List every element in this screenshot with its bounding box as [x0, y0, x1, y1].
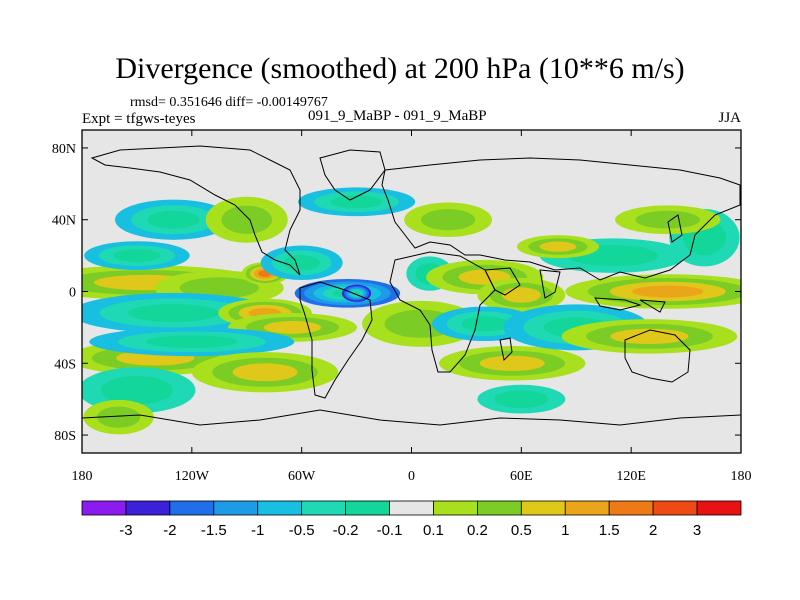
colorbar-swatch — [476, 500, 522, 516]
colorbar-swatch — [125, 500, 171, 516]
divergence-cell — [615, 205, 721, 235]
divergence-cell — [205, 196, 288, 243]
contour-level — [179, 277, 259, 299]
x-tick-label: 120E — [616, 469, 646, 484]
colorbar-label: 1 — [561, 522, 569, 539]
divergence-cell — [298, 187, 416, 217]
divergence-cell — [516, 235, 599, 259]
contour-level — [330, 195, 383, 209]
colorbar-swatch — [389, 500, 434, 516]
colorbar-label: -0.2 — [333, 522, 359, 539]
contour-level — [461, 316, 509, 332]
divergence-cell — [191, 352, 339, 393]
contour-level — [96, 406, 141, 428]
colorbar-label: 2 — [649, 522, 657, 539]
divergence-cell — [404, 202, 493, 237]
y-tick-label: 0 — [69, 286, 76, 301]
y-tick-label: 80N — [52, 142, 76, 157]
colorbar-swatch — [608, 500, 654, 516]
chart-title: Divergence (smoothed) at 200 hPa (10**6 … — [115, 52, 685, 85]
divergence-cell — [260, 245, 343, 281]
colorbar-label: -1 — [251, 522, 264, 539]
divergence-cell — [89, 327, 295, 357]
colorbar-label: -0.1 — [377, 522, 403, 539]
divergence-cell — [438, 346, 586, 381]
divergence-cell — [84, 241, 190, 270]
y-tick-label: 80S — [54, 429, 76, 444]
divergence-cell — [83, 399, 154, 435]
contour-level — [479, 355, 545, 371]
colorbar-label: 0.5 — [511, 522, 532, 539]
colorbar-swatch — [257, 500, 303, 516]
contour-level — [421, 209, 476, 231]
contour-level — [632, 285, 704, 298]
contour-level — [539, 241, 577, 252]
y-axis-ticks: 80N 40N 0 40S 80S — [52, 142, 741, 444]
x-tick-label: 180 — [72, 469, 93, 484]
colorbar-swatch — [213, 500, 259, 516]
colorbar-label: -1.5 — [201, 522, 227, 539]
colorbar-swatch — [696, 500, 742, 516]
colorbar-swatch — [345, 500, 390, 516]
experiment-label: Expt = tfgws-teyes — [82, 111, 196, 127]
colorbar-swatch — [433, 500, 478, 516]
x-axis-ticks: 180 120W 60W 0 60E 120E 180 — [72, 130, 752, 484]
x-tick-label: 120W — [175, 469, 210, 484]
contour-level — [263, 321, 322, 334]
colorbar-label: -2 — [163, 522, 176, 539]
colorbar-swatch — [520, 500, 566, 516]
contour-level — [100, 376, 173, 405]
divergence-cell — [561, 319, 738, 354]
divergence-cell — [82, 292, 277, 334]
colorbar-swatch — [564, 500, 610, 516]
colorbar-label: 3 — [693, 522, 701, 539]
contour-level — [221, 205, 272, 234]
colorbar-legend: -3 -2 -1.5 -1 -0.5 -0.2 -0.1 0.1 0.2 0.5 1 1.5 2 3 — [81, 500, 742, 539]
contour-level — [146, 335, 238, 349]
x-tick-label: 60W — [288, 469, 316, 484]
contour-level — [501, 287, 541, 303]
divergence-cell — [341, 284, 372, 302]
contour-level — [494, 390, 549, 409]
x-tick-label: 60E — [510, 469, 533, 484]
y-tick-label: 40S — [54, 357, 76, 372]
contour-level — [283, 255, 320, 271]
contour-level — [127, 304, 220, 322]
contour-level — [635, 210, 701, 229]
x-tick-label: 180 — [731, 469, 752, 484]
divergence-cell — [477, 384, 566, 414]
colorbar-swatch — [169, 500, 215, 516]
contour-level — [610, 328, 689, 345]
x-tick-label: 0 — [408, 469, 415, 484]
divergence-cell — [114, 199, 233, 240]
colorbar-label: 0.1 — [423, 522, 444, 539]
case-comparison-label: 091_9_MaBP - 091_9_MaBP — [308, 108, 487, 124]
coastlines — [82, 145, 741, 426]
y-tick-label: 40N — [52, 214, 76, 229]
colorbar-swatch — [81, 500, 127, 516]
colorbar-label: -0.5 — [289, 522, 315, 539]
colorbar-swatch — [301, 500, 346, 516]
contour-level — [232, 363, 298, 382]
colorbar-label: 0.2 — [467, 522, 488, 539]
contour-level — [113, 249, 161, 262]
divergence-contours — [82, 187, 741, 435]
rmsd-diff-stats: rmsd= 0.351646 diff= -0.00149767 — [130, 95, 328, 110]
colorbar-label: 1.5 — [599, 522, 620, 539]
divergence-cell — [565, 274, 741, 309]
contour-level — [147, 210, 200, 229]
colorbar-label: -3 — [119, 522, 132, 539]
colorbar-swatch — [652, 500, 698, 516]
season-label: JJA — [718, 110, 741, 126]
